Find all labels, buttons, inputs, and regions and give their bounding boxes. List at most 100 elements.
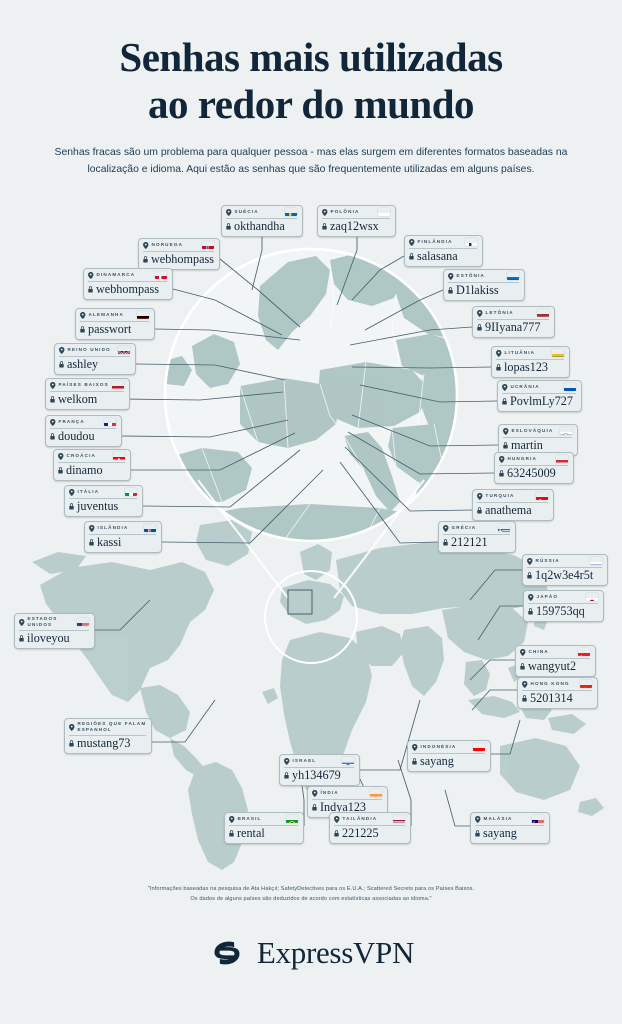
password-card-alemanha[interactable]: ALEMANHA passwort <box>75 308 155 341</box>
leader-line <box>471 689 517 711</box>
map-pin-icon <box>58 452 64 460</box>
lock-icon <box>226 223 231 230</box>
lock-icon <box>499 470 504 477</box>
map-pin-icon <box>528 593 534 601</box>
leader-line <box>360 699 421 771</box>
password-card-dinamarca[interactable]: DINAMARCA webhompass <box>83 268 173 301</box>
password-card-malasia[interactable]: MALÁSIA sayang <box>470 812 550 845</box>
country-label: POLÔNIA <box>330 208 360 214</box>
password-value: ashley <box>67 357 99 371</box>
map-pin-icon <box>443 524 449 532</box>
card-body: welkom <box>50 392 124 407</box>
password-card-indonesia[interactable]: INDONÉSIA sayang <box>407 740 491 773</box>
leader-line <box>469 659 515 681</box>
lock-icon <box>502 398 507 405</box>
password-card-russia[interactable]: RÚSSIA 1q2w3e4r5t <box>522 554 608 587</box>
password-card-espanhol[interactable]: REGIÕES QUE FALAM ESPANHOL mustang73 <box>64 718 153 755</box>
password-card-estonia[interactable]: ESTÔNIA D1lakiss <box>443 269 525 302</box>
password-card-grecia[interactable]: GRÉCIA 212121 <box>438 521 516 554</box>
leader-line <box>150 699 216 743</box>
password-card-polonia[interactable]: POLÔNIA zaq12wsx <box>317 205 396 238</box>
flag-icon-jp <box>586 593 598 601</box>
password-card-franca[interactable]: FRANÇA doudou <box>45 415 122 448</box>
card-body: 9IIyana777 <box>477 320 549 335</box>
card-header: ESTADOS UNIDOS <box>19 616 89 631</box>
password-value: 212121 <box>451 535 488 549</box>
card-body: martin <box>503 438 572 453</box>
password-card-brasil[interactable]: BRASIL rental <box>224 812 304 845</box>
card-body: sayang <box>412 754 485 769</box>
password-value: webhompass <box>96 282 159 296</box>
password-card-croacia[interactable]: CROÁCIA dinamo <box>53 449 131 482</box>
map-pin-icon <box>448 272 454 280</box>
country-label: JAPÃO <box>536 593 559 599</box>
flag-icon-il <box>342 757 354 765</box>
map-pin-icon <box>88 271 94 279</box>
country-label: ITÁLIA <box>77 488 100 494</box>
card-header: ESTÔNIA <box>448 272 519 283</box>
password-card-islandia[interactable]: ISLÂNDIA kassi <box>84 521 162 554</box>
country-label: ISRAEL <box>292 757 317 763</box>
magnifier-selection-box <box>287 589 313 615</box>
password-card-letonia[interactable]: LETÔNIA 9IIyana777 <box>472 306 555 339</box>
password-card-turquia[interactable]: TURQUIA ★ anathema <box>472 489 554 522</box>
page-header: Senhas mais utilizadas ao redor do mundo… <box>0 0 622 179</box>
password-card-hongkong[interactable]: HONG KONG ✺ 5201314 <box>517 677 598 710</box>
flag-icon-hk: ✺ <box>580 680 592 688</box>
leader-line <box>347 431 495 475</box>
leader-line <box>121 419 289 438</box>
country-label: INDONÉSIA <box>420 743 457 749</box>
flag-icon-fi <box>465 238 477 246</box>
password-card-lituania[interactable]: LITUÂNIA lopas123 <box>491 346 570 379</box>
password-card-hungria[interactable]: HUNGRIA 63245009 <box>494 452 574 485</box>
flag-icon-nl <box>111 381 124 389</box>
country-label: FRANÇA <box>58 418 85 424</box>
lock-icon <box>19 635 24 642</box>
password-card-italia[interactable]: ITÁLIA juventus <box>64 485 143 518</box>
password-card-paisesbaixos[interactable]: PAÍSES BAIXOS welkom <box>45 378 130 411</box>
card-header: TAILÂNDIA <box>334 815 405 826</box>
password-value: 5201314 <box>530 691 573 705</box>
password-card-ucrania[interactable]: UCRÂNIA PovlmLy727 <box>497 380 582 413</box>
card-body: doudou <box>50 429 116 444</box>
password-card-eua[interactable]: ESTADOS UNIDOS iloveyou <box>14 613 95 650</box>
password-card-israel[interactable]: ISRAEL yh134679 <box>279 754 360 787</box>
password-value: kassi <box>97 535 122 549</box>
footnote-line-1: "Informações baseadas na pesquisa de Ata… <box>147 886 475 892</box>
lock-icon <box>522 695 527 702</box>
card-body: zaq12wsx <box>322 219 390 234</box>
leader-line <box>351 414 499 447</box>
card-body: lopas123 <box>496 360 564 375</box>
password-card-finlandia[interactable]: FINLÂNDIA salasana <box>404 235 483 268</box>
card-header: PAÍSES BAIXOS <box>50 381 124 392</box>
card-body: anathema <box>477 503 548 518</box>
leader-line <box>351 255 405 301</box>
lock-icon <box>80 326 85 333</box>
map-pin-icon <box>503 427 509 435</box>
leader-line <box>123 391 284 401</box>
password-value: sayang <box>483 826 517 840</box>
lock-icon <box>58 467 63 474</box>
password-value: PovlmLy727 <box>510 394 573 408</box>
password-value: lopas123 <box>504 360 549 374</box>
password-card-suecia[interactable]: SUÉCIA okthandha <box>221 205 303 238</box>
flag-icon-br <box>286 815 298 823</box>
country-label: TAILÂNDIA <box>342 815 378 821</box>
country-label: DINAMARCA <box>96 271 136 277</box>
flag-icon-sk <box>560 427 572 435</box>
password-card-reinounido[interactable]: REINO UNIDO ashley <box>54 343 136 376</box>
country-label: MALÁSIA <box>483 815 513 821</box>
card-header: CHINA ★ <box>520 648 590 659</box>
password-card-japao[interactable]: JAPÃO 159753qq <box>523 590 604 623</box>
lock-icon <box>477 324 482 331</box>
leader-line <box>477 605 523 641</box>
lock-icon <box>477 507 482 514</box>
flag-icon-no <box>202 241 214 249</box>
leader-line <box>397 759 412 826</box>
password-card-china[interactable]: CHINA ★ wangyut2 <box>515 645 596 678</box>
password-card-tailandia[interactable]: TAILÂNDIA 221225 <box>329 812 411 845</box>
card-header: INDONÉSIA <box>412 743 485 754</box>
password-card-noruega[interactable]: NORUEGA webhompass <box>138 238 220 271</box>
password-value: 9IIyana777 <box>485 320 541 334</box>
footnote: "Informações baseadas na pesquisa de Ata… <box>0 884 622 905</box>
